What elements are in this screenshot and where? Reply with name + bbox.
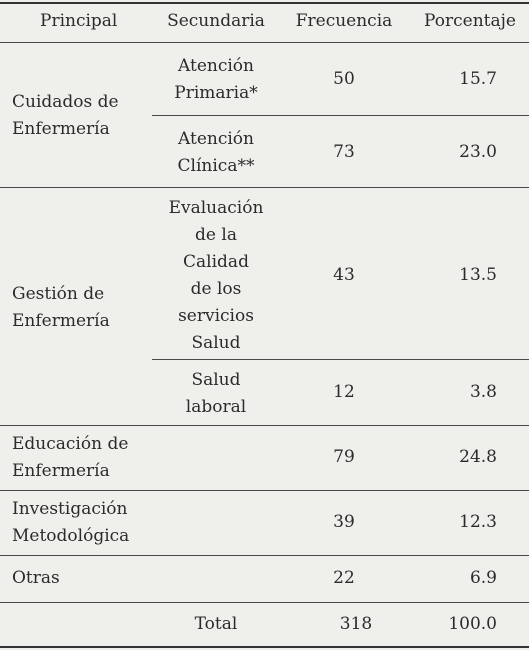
row-divider	[152, 359, 529, 360]
total-frecuencia: 318	[339, 614, 373, 634]
secundaria-evaluacion-calidad: Evaluación de la Calidad de los servicio…	[168, 198, 264, 353]
secundaria-salud-laboral: Salud laboral	[185, 370, 247, 417]
total-porcentaje: 100.0	[448, 614, 497, 634]
group-divider	[0, 187, 529, 188]
frecuencia-cell: 22	[333, 568, 355, 588]
frecuencia-cell: 79	[333, 447, 355, 467]
porcentaje-cell: 15.7	[459, 69, 497, 89]
secundaria-atencion-clinica: Atención Clínica**	[177, 129, 255, 176]
total-label: Total	[194, 614, 238, 634]
header-secundaria: Secundaria	[167, 11, 265, 31]
principal-gestion: Gestión de Enfermería	[12, 284, 110, 331]
frecuencia-cell: 50	[333, 69, 355, 89]
total-rule	[0, 602, 529, 603]
porcentaje-cell: 3.8	[469, 382, 497, 402]
group-divider	[0, 555, 529, 556]
porcentaje-cell: 13.5	[459, 265, 497, 285]
frecuencia-cell: 39	[333, 512, 355, 532]
frecuencia-cell: 12	[333, 382, 355, 402]
principal-cuidados: Cuidados de Enfermería	[12, 92, 119, 139]
secundaria-atencion-primaria: Atención Primaria*	[174, 56, 258, 103]
principal-educacion: Educación de Enfermería	[12, 434, 129, 481]
porcentaje-cell: 24.8	[459, 447, 497, 467]
table-bottom-rule	[0, 646, 529, 648]
porcentaje-cell: 6.9	[469, 568, 497, 588]
principal-investigacion: Investigación Metodológica	[12, 499, 130, 546]
porcentaje-cell: 23.0	[459, 142, 497, 162]
group-divider	[0, 490, 529, 491]
header-frecuencia: Frecuencia	[295, 11, 393, 31]
header-rule	[0, 42, 529, 43]
header-porcentaje: Porcentaje	[424, 11, 516, 31]
frecuencia-cell: 43	[333, 265, 355, 285]
principal-otras: Otras	[12, 568, 60, 588]
porcentaje-cell: 12.3	[459, 512, 497, 532]
group-divider	[0, 425, 529, 426]
table-top-rule	[0, 2, 529, 4]
header-principal: Principal	[40, 11, 118, 31]
row-divider	[152, 115, 529, 116]
frecuencia-cell: 73	[333, 142, 355, 162]
